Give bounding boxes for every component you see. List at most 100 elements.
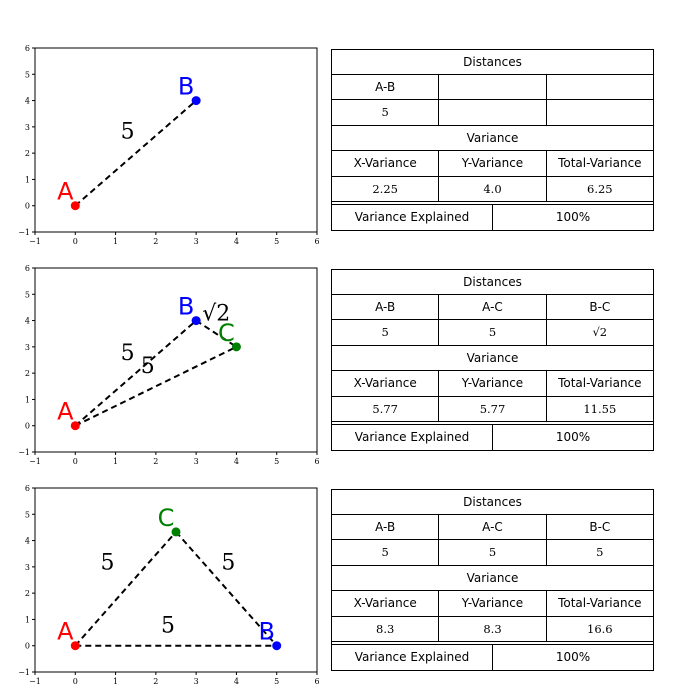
y-tick-label: 1	[25, 395, 30, 404]
table-divider	[331, 202, 654, 205]
edge-label: 5	[121, 120, 135, 145]
table-cell: Distances	[463, 494, 522, 509]
table-cell: 5	[381, 545, 389, 560]
table-cell: Y-Variance	[438, 371, 545, 396]
table-cell: 2.25	[372, 181, 398, 196]
x-tick-label: 2	[153, 237, 158, 246]
point-label: A	[57, 178, 74, 206]
x-tick-label: 4	[234, 457, 239, 466]
table-row: A-B A-C B-C	[331, 294, 654, 320]
stats-table: Distances A-B 5 Variance X-Variance Y-Varianc…	[331, 49, 654, 231]
table-row: A-B A-C B-C	[331, 514, 654, 540]
table-row: Variance	[331, 125, 654, 151]
x-tick-label: −1	[29, 677, 41, 686]
table-cell: Total-Variance	[545, 591, 653, 616]
edge-label: √2	[202, 302, 230, 327]
x-tick-label: 0	[73, 677, 78, 686]
point-B	[191, 316, 201, 326]
edge-line	[74, 319, 197, 427]
table-row: X-Variance Y-Variance Total-Variance	[331, 371, 654, 397]
table-row: Variance	[331, 565, 654, 591]
point-label: B	[258, 618, 274, 646]
table-cell: Variance Explained	[354, 650, 470, 665]
table-row: Distances	[331, 269, 654, 295]
table-cell: 100%	[492, 425, 653, 450]
point-label: C	[218, 319, 235, 347]
point-label: A	[57, 398, 74, 426]
x-tick-label: 3	[194, 677, 199, 686]
edge-label: 5	[121, 341, 135, 366]
table-cell: 5.77	[438, 396, 545, 421]
edge-label: 5	[141, 354, 155, 379]
table-row: Variance Explained 100%	[331, 645, 654, 671]
y-tick-label: 6	[25, 484, 30, 493]
x-tick-label: 2	[153, 457, 158, 466]
y-tick-label: 3	[25, 123, 30, 132]
x-tick-label: 1	[113, 677, 118, 686]
table-cell: B-C	[545, 294, 653, 319]
edge-line	[175, 531, 278, 647]
x-tick-label: 1	[113, 237, 118, 246]
table-cell: X-Variance	[353, 596, 417, 611]
table-row: 8.3 8.3 16.6	[331, 616, 654, 642]
point-label: B	[178, 73, 194, 101]
table-row: Distances	[331, 49, 654, 75]
y-tick-label: 0	[25, 642, 30, 651]
table-cell	[545, 100, 653, 125]
table-cell: A-B	[375, 79, 396, 94]
table-cell: Y-Variance	[438, 591, 545, 616]
table-cell: B-C	[545, 514, 653, 539]
y-tick-label: 5	[25, 510, 30, 519]
table-cell: Total-Variance	[545, 371, 653, 396]
table-row: A-B	[331, 74, 654, 100]
edge-line	[195, 319, 237, 348]
axes-frame	[34, 487, 318, 673]
y-tick-label: 2	[25, 149, 30, 158]
x-tick-label: 3	[194, 237, 199, 246]
table-cell: A-B	[375, 519, 396, 534]
y-tick-label: 1	[25, 615, 30, 624]
point-C	[171, 527, 181, 537]
x-tick-label: 2	[153, 677, 158, 686]
point-label: B	[178, 293, 194, 321]
table-cell: 16.6	[545, 616, 653, 641]
edge-line	[74, 345, 237, 427]
table-cell: 5	[381, 105, 389, 120]
point-B	[191, 96, 201, 106]
table-row: Distances	[331, 489, 654, 515]
y-tick-label: 5	[25, 290, 30, 299]
table-cell: Variance	[466, 350, 519, 365]
point-label: C	[158, 504, 175, 532]
table-cell: 5	[438, 540, 545, 565]
x-tick-label: 0	[73, 237, 78, 246]
table-divider	[331, 422, 654, 425]
table-cell: A-C	[438, 294, 545, 319]
x-tick-label: 5	[274, 457, 279, 466]
table-cell: Y-Variance	[438, 151, 545, 176]
stats-table: Distances A-B A-C B-C 5 5 5 Variance X-Variance Y…	[331, 489, 654, 671]
edge-line	[74, 99, 197, 207]
table-cell	[545, 74, 653, 99]
x-tick-label: 6	[314, 457, 319, 466]
table-cell: 100%	[492, 645, 653, 670]
table-cell: 5	[438, 320, 545, 345]
point-B	[272, 641, 282, 651]
edge-label: 5	[101, 550, 115, 575]
table-cell: 5.77	[372, 401, 398, 416]
x-tick-label: 1	[113, 457, 118, 466]
table-row: Variance Explained 100%	[331, 425, 654, 451]
table-cell: 8.3	[376, 621, 395, 636]
y-tick-label: 5	[25, 70, 30, 79]
x-tick-label: −1	[29, 237, 41, 246]
table-cell: 100%	[492, 205, 653, 230]
table-row: 5 5 √2	[331, 320, 654, 346]
table-cell: Total-Variance	[545, 151, 653, 176]
x-tick-label: 6	[314, 237, 319, 246]
x-tick-label: 5	[274, 237, 279, 246]
table-cell: 5	[381, 325, 389, 340]
y-tick-label: 4	[25, 537, 30, 546]
y-tick-label: −1	[18, 668, 30, 677]
y-tick-label: 3	[25, 343, 30, 352]
y-tick-label: 0	[25, 422, 30, 431]
